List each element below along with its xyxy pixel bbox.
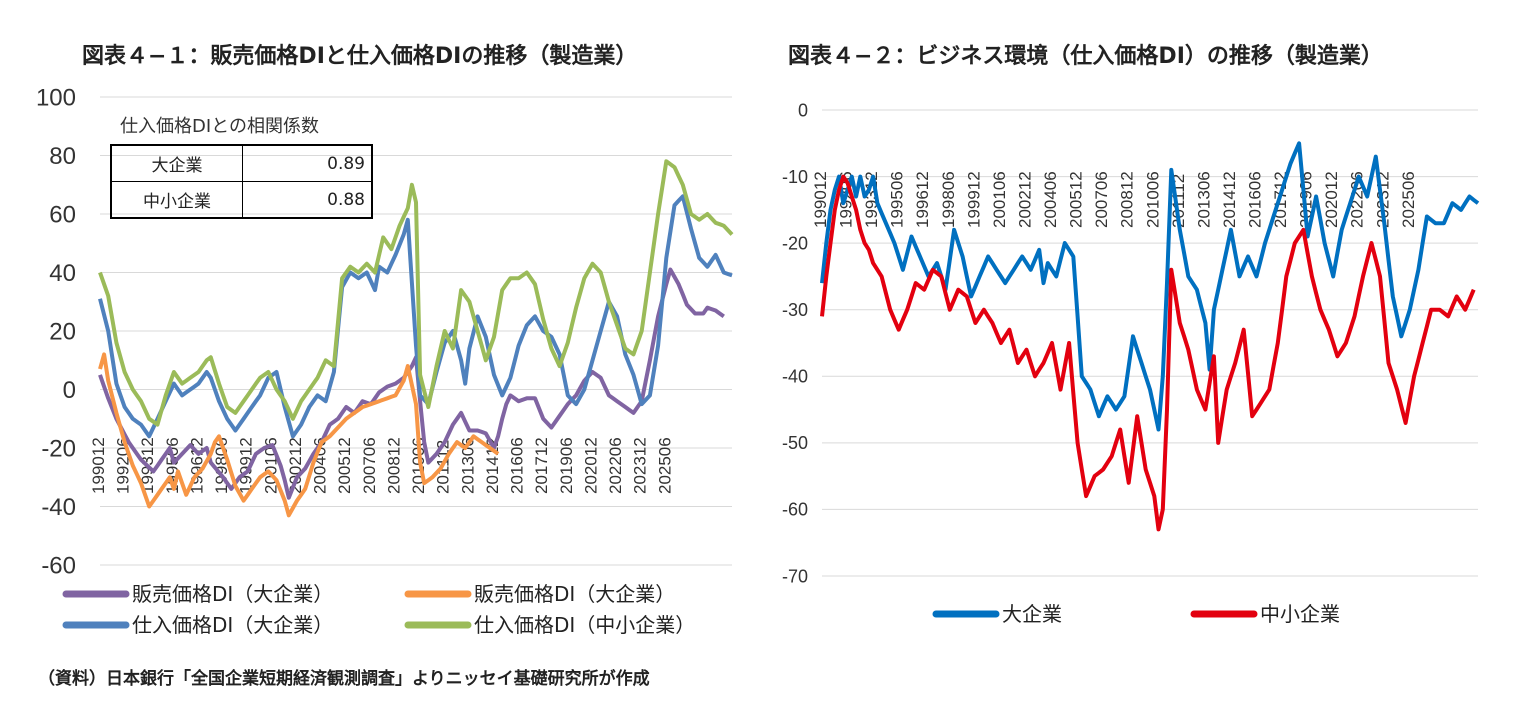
x-tick-label: 202506 [1399, 171, 1418, 228]
x-tick-label: 201412 [1220, 171, 1239, 228]
x-tick-label: 199912 [964, 171, 983, 228]
y-tick-label: 0 [63, 377, 76, 404]
correlation-caption: 仕入価格DIとの相関係数 [120, 116, 319, 137]
x-tick-label: 200812 [1118, 171, 1137, 228]
legend-label: 仕入価格DI（大企業） [132, 613, 333, 637]
corr-label-small: 中小企業 [110, 181, 243, 219]
x-tick-label: 201606 [1245, 171, 1264, 228]
x-tick-label: 200812 [384, 437, 403, 494]
table-row: 大企業 0.89 [110, 144, 373, 182]
x-tick-label: 200212 [1015, 171, 1034, 228]
x-tick-label: 201306 [1194, 171, 1213, 228]
x-tick-label: 201306 [458, 437, 477, 494]
legend-label: 大企業 [1002, 602, 1062, 626]
y-tick-label: -70 [782, 566, 808, 586]
y-tick-label: -60 [41, 552, 76, 579]
y-tick-label: -50 [782, 433, 808, 453]
x-tick-label: 202312 [631, 437, 650, 494]
legend-label: 仕入価格DI（中小企業） [474, 613, 695, 637]
correlation-grid: 大企業 0.89 中小企業 0.88 [110, 144, 373, 219]
x-tick-label: 201606 [508, 437, 527, 494]
y-tick-label: -40 [41, 494, 76, 521]
y-tick-label: 20 [49, 318, 76, 345]
x-tick-label: 199012 [811, 171, 830, 228]
y-tick-label: -10 [782, 167, 808, 187]
series-line-4 [98, 159, 734, 427]
x-tick-label: 202206 [606, 437, 625, 494]
x-tick-label: 199806 [939, 171, 958, 228]
legend-label: 中小企業 [1260, 602, 1340, 626]
y-tick-label: -60 [782, 500, 808, 520]
corr-value-small: 0.88 [242, 181, 373, 219]
series-line-3 [98, 194, 733, 439]
series-line-2 [820, 174, 1476, 532]
chart1-title: 図表４−１：販売価格DIと仕入価格DIの推移（製造業） [82, 44, 638, 69]
y-tick-label: -30 [782, 300, 808, 320]
x-tick-label: 199912 [237, 437, 256, 494]
y-tick-label: 0 [798, 100, 808, 120]
corr-value-large: 0.89 [242, 144, 373, 182]
x-tick-label: 201906 [557, 437, 576, 494]
x-tick-label: 200706 [1092, 171, 1111, 228]
chart2-title: 図表４−２：ビジネス環境（仕入価格DI）の推移（製造業） [788, 44, 1383, 69]
table-row: 中小企業 0.88 [110, 181, 373, 219]
source-note: （資料）日本銀行「全国企業短期経済観測調査」よりニッセイ基礎研究所が作成 [38, 669, 650, 689]
series-line-1 [98, 267, 725, 500]
y-tick-label: -20 [782, 233, 808, 253]
y-tick-label: -20 [41, 435, 76, 462]
x-tick-label: 199612 [913, 171, 932, 228]
y-tick-label: -40 [782, 367, 808, 387]
corr-label-large: 大企業 [110, 144, 243, 182]
x-tick-label: 201712 [532, 437, 551, 494]
x-tick-label: 201006 [1143, 171, 1162, 228]
x-tick-label: 200106 [990, 171, 1009, 228]
x-tick-label: 202012 [581, 437, 600, 494]
x-tick-label: 199506 [888, 171, 907, 228]
x-tick-label: 202506 [655, 437, 674, 494]
correlation-table: 仕入価格DIとの相関係数 大企業 0.89 中小企業 0.88 [110, 112, 373, 219]
y-tick-label: 60 [49, 201, 76, 228]
y-tick-label: 80 [49, 143, 76, 170]
legend-label: 販売価格DI（大企業） [474, 582, 675, 606]
series-line-2 [98, 352, 500, 518]
legend-label: 販売価格DI（大企業） [132, 582, 333, 606]
x-tick-label: 200512 [1067, 171, 1086, 228]
x-tick-label: 199012 [89, 437, 108, 494]
x-tick-label: 200212 [286, 437, 305, 494]
y-tick-label: 100 [36, 84, 76, 111]
x-tick-label: 202012 [1322, 171, 1341, 228]
y-tick-label: 40 [49, 260, 76, 287]
x-tick-label: 200406 [1041, 171, 1060, 228]
x-tick-label: 200512 [335, 437, 354, 494]
x-tick-label: 200706 [360, 437, 379, 494]
